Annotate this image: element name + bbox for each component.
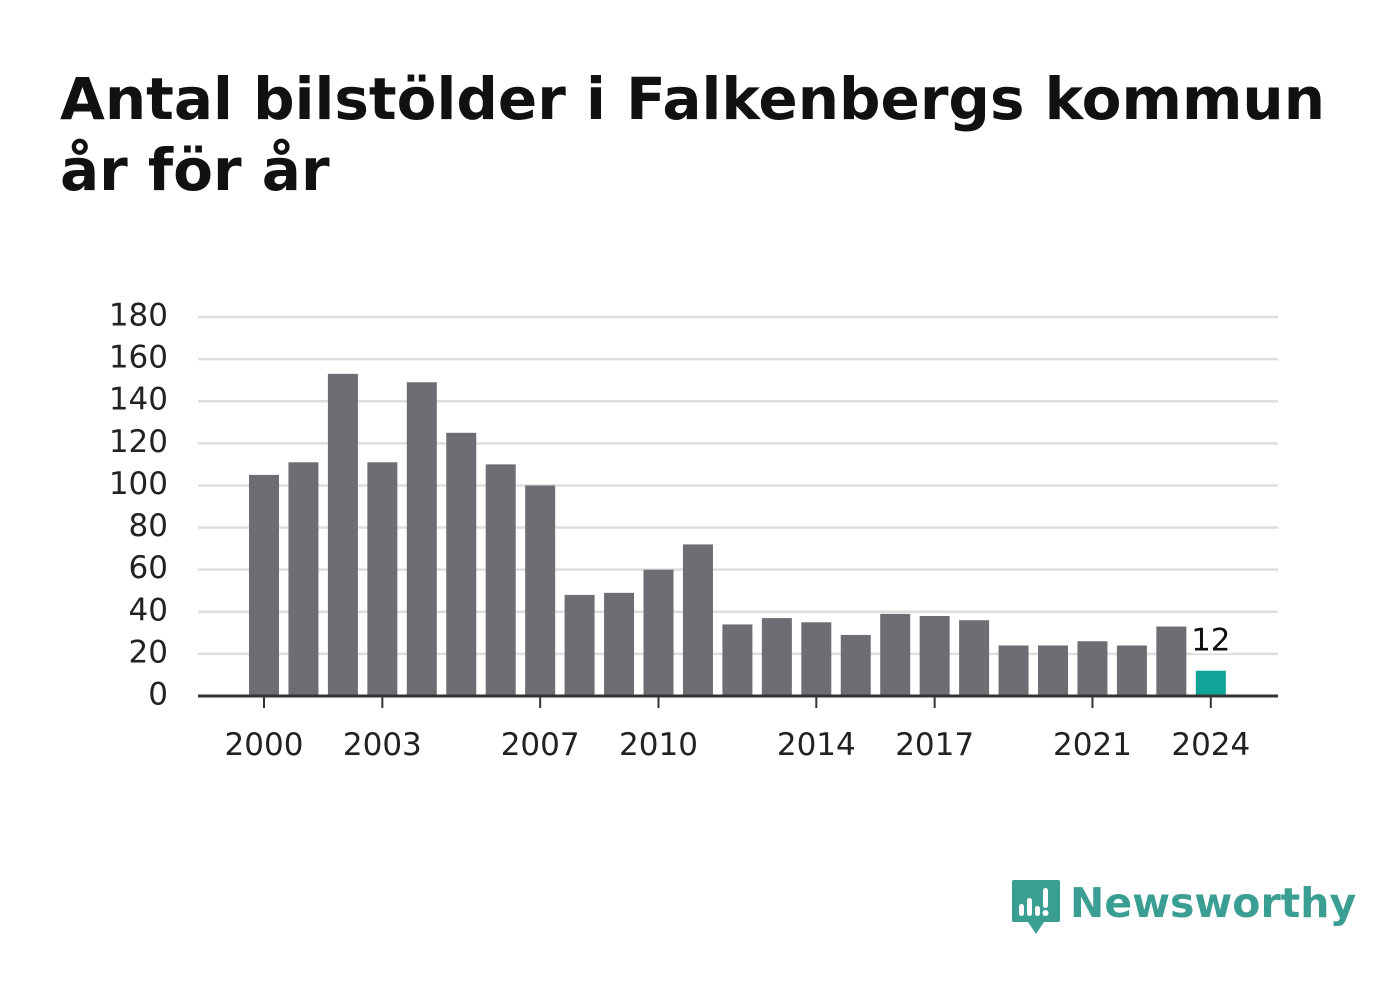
- data-label-2024: 12: [1191, 623, 1230, 659]
- bar-2017: [919, 615, 950, 696]
- bar-2015: [840, 634, 871, 696]
- y-tick-label: 60: [129, 550, 168, 586]
- bars: [249, 373, 1226, 696]
- bar-2016: [880, 613, 911, 696]
- bar-2022: [1116, 645, 1147, 696]
- bar-2001: [288, 462, 319, 696]
- y-tick-label: 160: [109, 340, 168, 376]
- x-tick-label: 2000: [225, 727, 304, 763]
- bar-2021: [1077, 641, 1108, 696]
- bar-2006: [485, 464, 516, 696]
- y-axis: 0 20 40 60 80 100 120 140 160 180: [109, 298, 168, 713]
- grid-lines: [198, 315, 1278, 656]
- bar-2011: [682, 544, 713, 696]
- bar-2013: [761, 618, 792, 696]
- bar-2018: [959, 620, 990, 696]
- y-tick-label: 120: [109, 424, 168, 460]
- bar-2010: [643, 569, 674, 696]
- x-tick-label: 2017: [895, 727, 974, 763]
- x-tick-label: 2010: [619, 727, 698, 763]
- y-tick-label: 180: [109, 298, 168, 334]
- bar-2009: [604, 592, 635, 696]
- bar-2024: [1195, 670, 1226, 696]
- bar-2002: [327, 373, 358, 696]
- bar-2003: [367, 462, 398, 696]
- y-tick-label: 40: [129, 592, 168, 628]
- chart-title: Antal bilstölder i Falkenbergs kommun år…: [60, 65, 1325, 204]
- bar-2007: [525, 485, 556, 696]
- x-tick-label: 2021: [1053, 727, 1132, 763]
- bar-2005: [446, 432, 477, 696]
- y-tick-label: 80: [129, 508, 168, 544]
- bar-2019: [998, 645, 1029, 696]
- newsworthy-logo[interactable]: Newsworthy: [1010, 878, 1356, 942]
- y-tick-label: 20: [129, 634, 168, 670]
- x-tick-label: 2003: [343, 727, 422, 763]
- newsworthy-logo-icon: [1012, 880, 1060, 934]
- y-tick-label: 100: [109, 466, 168, 502]
- bar-2008: [564, 594, 595, 696]
- bar-2020: [1038, 645, 1068, 696]
- y-tick-label: 0: [148, 677, 168, 713]
- brand-name: Newsworthy: [1070, 879, 1357, 927]
- x-axis: 2000 2003 2007 2010 2014 2017 2021 2024: [198, 694, 1278, 763]
- bar-2023: [1156, 626, 1187, 696]
- x-tick-label: 2014: [777, 727, 856, 763]
- annotations: 12: [1188, 620, 1233, 662]
- bar-2000: [249, 474, 279, 696]
- bar-2014: [801, 622, 832, 696]
- bar-2012: [722, 624, 753, 696]
- x-tick-label: 2007: [501, 727, 580, 763]
- y-tick-label: 140: [109, 382, 168, 418]
- bar-2004: [406, 382, 437, 696]
- x-tick-label: 2024: [1171, 727, 1250, 763]
